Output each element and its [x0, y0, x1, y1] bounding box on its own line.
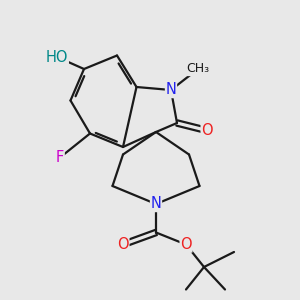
Text: O: O	[117, 237, 129, 252]
Text: HO: HO	[46, 50, 68, 64]
Text: N: N	[166, 82, 176, 98]
Text: O: O	[201, 123, 213, 138]
Text: CH₃: CH₃	[186, 62, 210, 76]
Text: F: F	[56, 150, 64, 165]
Text: N: N	[151, 196, 161, 211]
Text: O: O	[180, 237, 192, 252]
